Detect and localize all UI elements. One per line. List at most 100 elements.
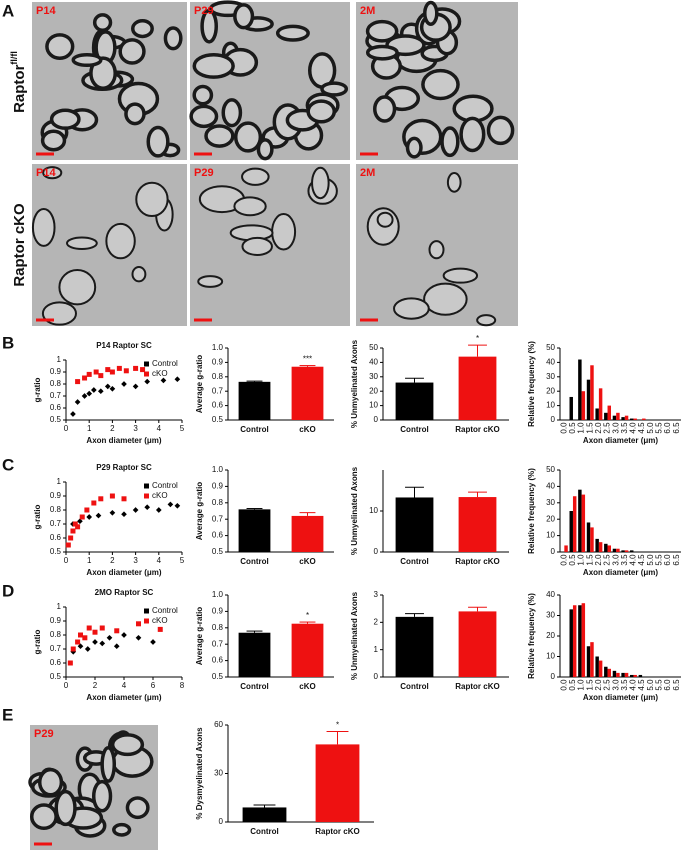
bar bbox=[630, 418, 634, 420]
x-tick-label: 3.0 bbox=[611, 422, 620, 434]
x-tick-label: 2 bbox=[110, 424, 115, 433]
point bbox=[99, 640, 106, 647]
axon bbox=[221, 98, 243, 128]
point bbox=[144, 378, 151, 385]
panel-label: C bbox=[2, 455, 14, 474]
x-tick-label: 4.0 bbox=[629, 554, 638, 566]
point bbox=[99, 625, 105, 631]
point bbox=[65, 542, 71, 548]
bar bbox=[595, 408, 599, 420]
y-tick-label: 60 bbox=[214, 720, 223, 729]
x-axis-label: Axon diameter (μm) bbox=[86, 436, 161, 445]
axon bbox=[197, 275, 224, 288]
em-image: P29 bbox=[190, 164, 350, 326]
bar bbox=[581, 603, 586, 677]
bar bbox=[642, 418, 646, 420]
x-axis-label: Axon diameter (μm) bbox=[583, 568, 658, 577]
x-tick-label: 4.5 bbox=[637, 422, 646, 434]
bar bbox=[578, 489, 582, 552]
point bbox=[77, 518, 83, 525]
axon bbox=[100, 745, 117, 783]
axon bbox=[233, 121, 263, 153]
point bbox=[140, 367, 146, 373]
y-tick-label: 40 bbox=[369, 358, 378, 367]
y-tick-label: 0.7 bbox=[212, 639, 224, 648]
y-tick-label: 0 bbox=[374, 547, 379, 556]
point bbox=[86, 371, 92, 377]
y-tick-label: 10 bbox=[369, 401, 378, 410]
x-tick-label: Control bbox=[400, 682, 428, 691]
bar bbox=[395, 616, 434, 677]
point bbox=[135, 634, 142, 641]
axon bbox=[135, 181, 169, 218]
bar bbox=[598, 660, 603, 677]
y-axis-label: g-ratio bbox=[33, 377, 42, 402]
point bbox=[133, 365, 139, 371]
x-tick-label: 1.5 bbox=[585, 422, 594, 434]
x-tick-label: 3 bbox=[133, 424, 138, 433]
bar bbox=[595, 538, 599, 552]
x-tick-label: 5 bbox=[180, 424, 185, 433]
point bbox=[150, 639, 156, 645]
axon bbox=[131, 19, 154, 39]
bar bbox=[638, 674, 643, 677]
x-tick-label: 8 bbox=[180, 681, 185, 690]
axon bbox=[192, 84, 214, 106]
x-tick-label: 2.0 bbox=[594, 422, 603, 434]
axon bbox=[476, 314, 497, 327]
axon bbox=[440, 126, 460, 158]
x-tick-label: 4.0 bbox=[629, 679, 638, 691]
y-tick-label: 0 bbox=[374, 415, 379, 424]
bar bbox=[581, 494, 586, 552]
legend-swatch bbox=[144, 483, 149, 489]
point bbox=[93, 369, 99, 375]
point bbox=[97, 388, 104, 395]
y-tick-label: 50 bbox=[546, 343, 555, 352]
x-tick-label: cKO bbox=[299, 682, 315, 691]
x-tick-label: 2 bbox=[93, 681, 98, 690]
bar bbox=[612, 415, 617, 420]
x-tick-label: 0.5 bbox=[568, 422, 577, 434]
axon bbox=[376, 211, 394, 228]
row-label: Raptorfl/fl bbox=[9, 51, 28, 113]
y-axis-label: % Unmyelinated Axons bbox=[350, 466, 359, 555]
significance: *** bbox=[303, 355, 312, 364]
axon bbox=[37, 767, 64, 797]
x-tick-label: 5.5 bbox=[655, 422, 664, 434]
y-tick-label: 0.9 bbox=[50, 367, 62, 376]
bar bbox=[633, 418, 637, 420]
point bbox=[77, 643, 84, 650]
x-tick-label: 5.0 bbox=[646, 554, 655, 566]
axon bbox=[118, 38, 146, 65]
x-tick-label: 2.5 bbox=[603, 679, 612, 691]
bar bbox=[458, 497, 497, 552]
point bbox=[113, 643, 120, 650]
point bbox=[105, 367, 111, 373]
x-tick-label: 0.5 bbox=[568, 679, 577, 691]
axon bbox=[71, 52, 103, 68]
legend-label: Control bbox=[152, 481, 178, 490]
x-tick-label: 3 bbox=[133, 556, 138, 565]
point bbox=[86, 625, 92, 631]
row-label: Raptor cKO bbox=[11, 203, 28, 287]
x-axis-label: Axon diameter (μm) bbox=[86, 568, 161, 577]
point bbox=[84, 646, 91, 652]
panel-label: A bbox=[2, 1, 14, 20]
bar bbox=[598, 542, 603, 552]
axon bbox=[42, 166, 63, 180]
x-tick-label: Control bbox=[240, 682, 268, 691]
x-tick-label: 5.0 bbox=[646, 422, 655, 434]
image-label: P29 bbox=[34, 728, 54, 740]
point bbox=[86, 390, 93, 397]
y-axis-label: % Unmyelinated Axons bbox=[350, 339, 359, 428]
point bbox=[95, 512, 102, 519]
bar bbox=[291, 515, 324, 552]
axon bbox=[31, 208, 56, 247]
x-tick-label: 2.5 bbox=[603, 554, 612, 566]
bar bbox=[590, 642, 594, 677]
y-axis-label: Relative frequency (%) bbox=[527, 341, 536, 427]
y-tick-label: 30 bbox=[214, 769, 223, 778]
em-image: P29 bbox=[189, 0, 350, 161]
bar bbox=[633, 674, 637, 677]
y-tick-label: 0.6 bbox=[212, 401, 224, 410]
